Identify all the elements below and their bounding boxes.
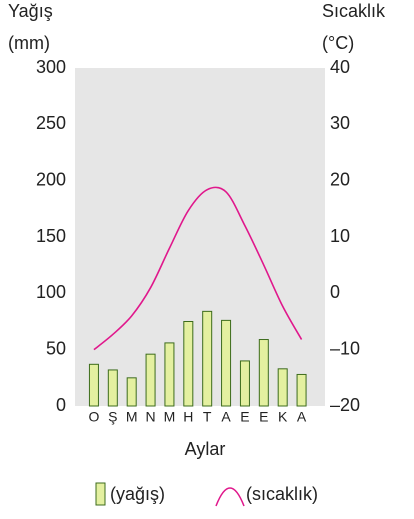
x-tick-label: M xyxy=(126,409,138,425)
legend-line-icon xyxy=(215,487,245,507)
bar xyxy=(88,363,99,407)
legend-label: (yağış) xyxy=(110,484,165,504)
x-tick-label: M xyxy=(164,409,176,425)
x-tick-label: E xyxy=(259,409,268,425)
bar xyxy=(202,310,213,407)
y-axis-label: (mm) xyxy=(8,33,50,53)
y-tick-label: 250 xyxy=(36,113,66,133)
y2-tick-label: 20 xyxy=(330,169,350,189)
y2-axis-label: (°C) xyxy=(322,33,354,53)
x-tick-label: Ş xyxy=(108,409,117,425)
bar xyxy=(296,373,307,407)
bar xyxy=(258,339,269,407)
legend-bar-icon xyxy=(95,482,106,506)
legend-label: (sıcaklık) xyxy=(246,484,318,504)
x-tick-label: T xyxy=(203,409,212,425)
temperature-line xyxy=(93,186,303,351)
y2-tick-label: –10 xyxy=(330,338,360,358)
y2-tick-label: 0 xyxy=(330,282,340,302)
bar xyxy=(277,368,288,407)
y2-axis-label: Sıcaklık xyxy=(322,1,386,21)
y2-tick-label: 10 xyxy=(330,226,350,246)
bar xyxy=(183,321,194,407)
bar xyxy=(164,342,175,407)
x-tick-label: E xyxy=(240,409,249,425)
plot-background xyxy=(75,68,325,406)
y-tick-label: 50 xyxy=(46,338,66,358)
y-tick-label: 300 xyxy=(36,57,66,77)
x-tick-label: K xyxy=(278,409,288,425)
x-tick-label: A xyxy=(221,409,231,425)
y2-tick-label: 30 xyxy=(330,113,350,133)
y2-tick-label: 40 xyxy=(330,57,350,77)
bar xyxy=(239,360,250,407)
y2-tick-label: –20 xyxy=(330,395,360,415)
y-tick-label: 150 xyxy=(36,226,66,246)
x-tick-label: H xyxy=(183,409,193,425)
bar xyxy=(221,319,232,407)
y-tick-label: 0 xyxy=(56,395,66,415)
x-axis-label: Aylar xyxy=(185,439,226,459)
bar xyxy=(126,377,137,407)
y-tick-label: 100 xyxy=(36,282,66,302)
y-axis-label: Yağış xyxy=(8,1,53,21)
bar xyxy=(107,369,118,407)
bar xyxy=(145,353,156,407)
x-tick-label: O xyxy=(88,409,99,425)
x-tick-label: N xyxy=(146,409,156,425)
y-tick-label: 200 xyxy=(36,169,66,189)
x-tick-label: A xyxy=(297,409,307,425)
